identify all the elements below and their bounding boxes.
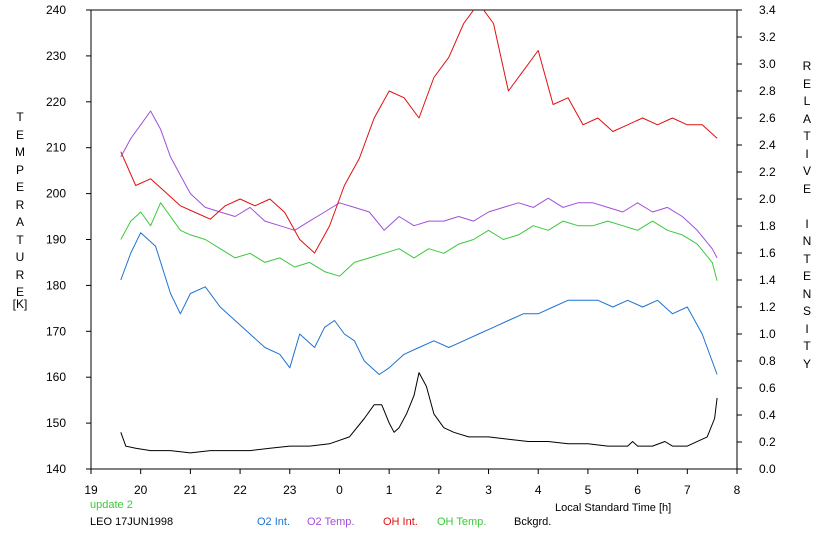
y-right-tick-label: 0.6	[759, 381, 776, 395]
legend-oh-temp: OH Temp.	[437, 516, 487, 528]
y-right-tick-label: 1.2	[759, 300, 776, 314]
y-right-tick-label: 0.0	[759, 462, 776, 476]
site-date-label: LEO 17JUN1998	[90, 516, 174, 528]
x-tick-label: 19	[84, 483, 98, 497]
x-tick-label: 8	[734, 483, 741, 497]
y-right-tick-label: 3.4	[759, 3, 776, 17]
y-right-tick-label: 2.2	[759, 165, 776, 179]
x-tick-label: 3	[485, 483, 492, 497]
legend-oh-int: OH Int.	[383, 516, 418, 528]
y-right-tick-label: 1.6	[759, 246, 776, 260]
x-tick-label: 2	[436, 483, 443, 497]
x-tick-label: 7	[684, 483, 691, 497]
x-tick-label: 6	[634, 483, 641, 497]
y-left-tick-label: 220	[46, 95, 66, 109]
x-tick-label: 1	[386, 483, 393, 497]
y-right-tick-label: 2.4	[759, 138, 776, 152]
y-left-tick-label: 160	[46, 370, 66, 384]
series-line-o2-temp	[120, 110, 718, 259]
y-left-tick-label: 150	[46, 416, 66, 430]
legend-o2-int: O2 Int.	[257, 516, 291, 528]
y-right-tick-label: 2.6	[759, 111, 776, 125]
series-line-oh-temp	[120, 202, 718, 281]
y-right-tick-label: 0.2	[759, 435, 776, 449]
x-tick-label: 0	[336, 483, 343, 497]
y-right-tick-label: 0.4	[759, 408, 776, 422]
series-line-bckgrd	[120, 372, 718, 454]
y-right-tick-label: 3.0	[759, 57, 776, 71]
left-axis-unit: [K]	[12, 297, 28, 311]
y-right-tick-label: 2.0	[759, 192, 776, 206]
series-line-oh-int	[120, 10, 718, 254]
x-tick-label: 20	[134, 483, 148, 497]
y-right-tick-label: 1.4	[759, 273, 776, 287]
y-left-tick-label: 230	[46, 49, 66, 63]
y-left-tick-label: 200	[46, 187, 66, 201]
y-left-tick-label: 240	[46, 3, 66, 17]
y-left-tick-label: 190	[46, 233, 66, 247]
plot-frame	[90, 9, 738, 470]
y-right-tick-label: 3.2	[759, 30, 776, 44]
legend-o2-temp: O2 Temp.	[307, 516, 355, 528]
y-left-tick-label: 180	[46, 278, 66, 292]
y-right-tick-label: 2.8	[759, 84, 776, 98]
y-left-tick-label: 170	[46, 324, 66, 338]
legend-bckgrd: Bckgrd.	[514, 516, 552, 528]
x-tick-label: 23	[283, 483, 297, 497]
y-right-tick-label: 0.8	[759, 354, 776, 368]
x-tick-label: 4	[535, 483, 542, 497]
update-label: update 2	[90, 499, 133, 511]
y-left-tick-label: 210	[46, 141, 66, 155]
series-line-o2-int	[120, 232, 718, 375]
x-axis-title: Local Standard Time [h]	[555, 502, 672, 514]
x-tick-label: 22	[233, 483, 247, 497]
y-right-tick-label: 1.8	[759, 219, 776, 233]
y-right-tick-label: 1.0	[759, 327, 776, 341]
y-left-tick-label: 140	[46, 462, 66, 476]
x-tick-label: 5	[585, 483, 592, 497]
x-tick-label: 21	[184, 483, 198, 497]
